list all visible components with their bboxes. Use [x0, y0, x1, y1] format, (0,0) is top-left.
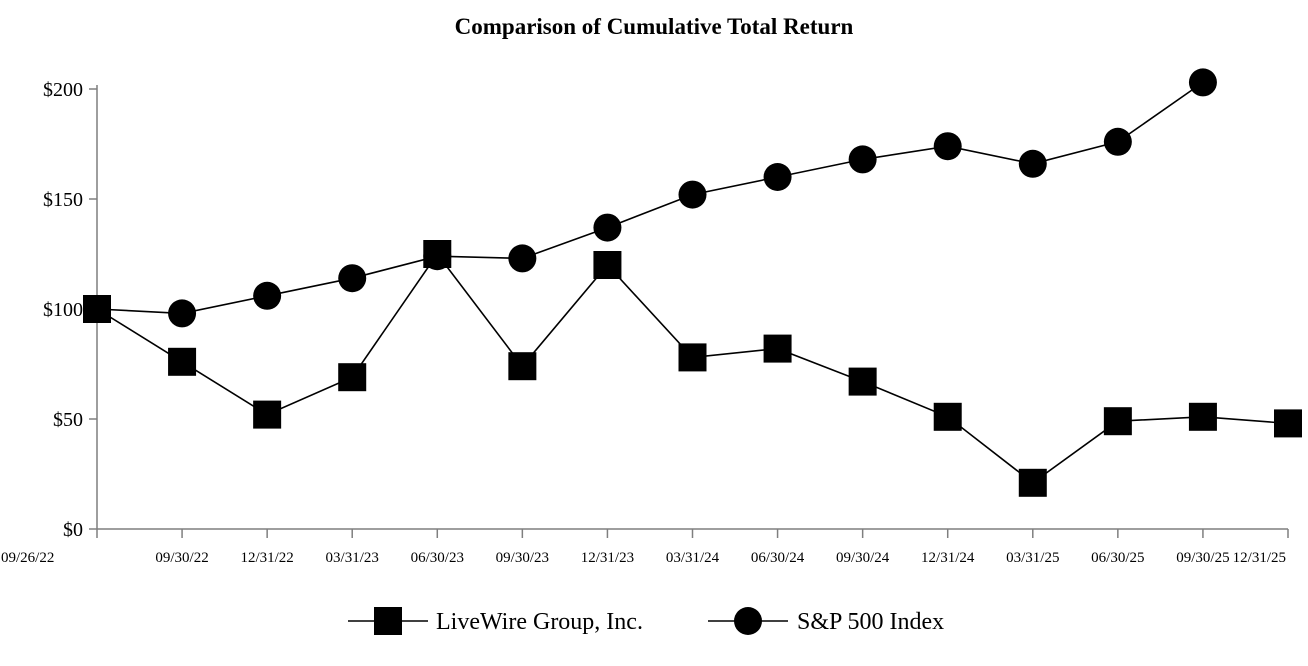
series-0	[83, 240, 1302, 497]
y-tick-label: $200	[43, 79, 83, 101]
data-point-circle	[168, 299, 197, 328]
legend-label: LiveWire Group, Inc.	[436, 609, 643, 635]
x-tick-label: 06/30/25	[1091, 550, 1144, 566]
legend: LiveWire Group, Inc. S&P 500 Index	[348, 607, 944, 635]
data-point-square	[933, 402, 962, 431]
chart-title: Comparison of Cumulative Total Return	[454, 14, 854, 39]
x-tick-label: 12/31/24	[921, 550, 975, 566]
x-tick-label: 12/31/22	[240, 550, 293, 566]
data-point-square	[593, 251, 622, 279]
x-tick-label: 03/31/24	[666, 550, 720, 566]
legend-square-marker	[374, 607, 402, 635]
data-point-circle	[763, 163, 792, 191]
data-point-circle	[338, 264, 367, 293]
x-tick-label: 03/31/23	[326, 550, 379, 566]
x-tick-label: 09/30/25	[1176, 550, 1229, 566]
data-point-circle	[83, 295, 111, 323]
data-point-square	[338, 363, 367, 392]
x-tick-label: 06/30/24	[751, 550, 805, 566]
data-point-square	[763, 334, 792, 363]
x-tick-label: 12/31/25	[1233, 550, 1286, 566]
y-tick-label: $0	[63, 519, 83, 541]
x-tick-label: 03/31/25	[1006, 550, 1059, 566]
y-axis: $0 $50 $100 $150 $200	[43, 79, 98, 541]
data-point-circle	[1188, 68, 1217, 97]
data-point-square	[1274, 409, 1302, 438]
data-point-circle	[933, 132, 962, 161]
data-point-square	[678, 343, 707, 372]
data-point-circle	[508, 244, 537, 273]
x-tick-label: 06/30/23	[411, 550, 464, 566]
series-1	[83, 68, 1217, 328]
series-line	[96, 81, 1204, 315]
y-tick-label: $150	[43, 189, 83, 211]
data-point-square	[1103, 407, 1132, 436]
data-point-square	[508, 352, 537, 381]
x-axis: 09/26/22 09/30/22 12/31/22 03/31/23 06/30/23…	[1, 528, 1289, 566]
data-point-circle	[593, 213, 622, 242]
y-tick-label: $100	[43, 299, 83, 321]
x-tick-label: 12/31/23	[581, 550, 634, 566]
data-point-circle	[1103, 127, 1132, 156]
x-tick-label: 09/30/22	[155, 550, 208, 566]
data-point-square	[1018, 468, 1047, 497]
data-point-circle	[848, 145, 877, 174]
x-tick-label: 09/30/24	[836, 550, 890, 566]
y-tick-label: $50	[53, 409, 83, 431]
legend-item-1: S&P 500 Index	[708, 607, 944, 635]
series-layer	[83, 68, 1302, 497]
legend-label: S&P 500 Index	[797, 609, 944, 635]
x-tick-label: 09/26/22	[1, 550, 54, 566]
data-point-circle	[423, 242, 452, 271]
legend-item-0: LiveWire Group, Inc.	[348, 607, 643, 635]
data-point-square	[848, 367, 877, 396]
data-point-circle	[678, 180, 707, 209]
data-point-square	[253, 400, 282, 429]
data-point-circle	[1018, 149, 1047, 178]
legend-circle-marker	[734, 607, 762, 635]
data-point-square	[1188, 402, 1217, 431]
data-point-circle	[253, 281, 282, 310]
data-point-square	[168, 347, 197, 376]
x-tick-label: 09/30/23	[496, 550, 549, 566]
